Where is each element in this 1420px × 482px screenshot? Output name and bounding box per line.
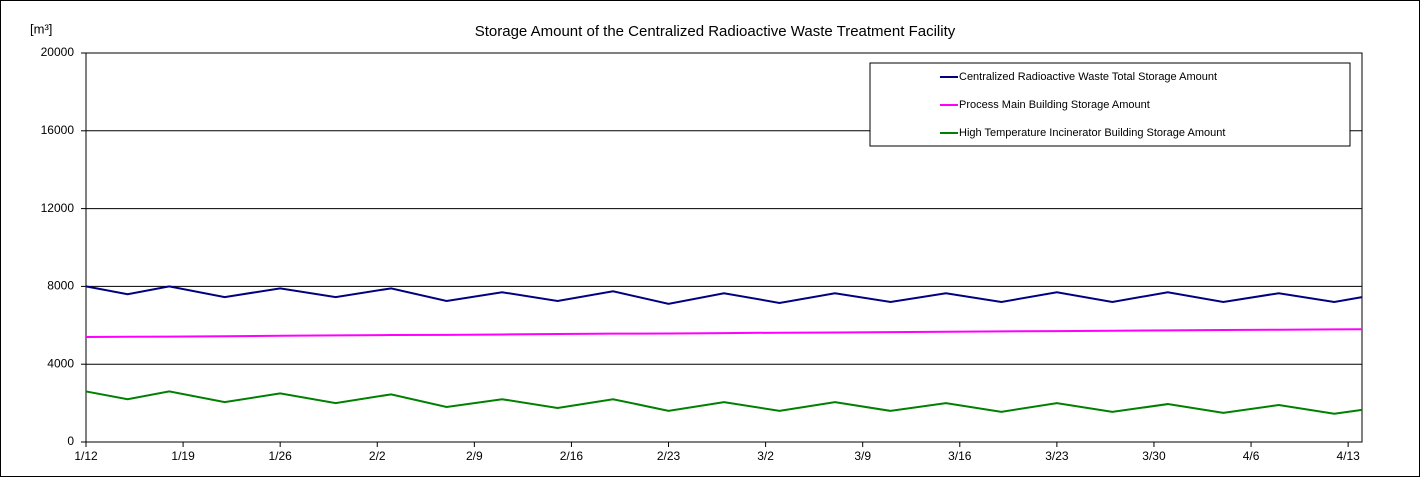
x-tick-label: 3/30 [1142,449,1166,463]
y-tick-label: 0 [67,434,74,448]
x-tick-label: 1/12 [74,449,98,463]
y-tick-label: 4000 [47,356,74,370]
legend-label: High Temperature Incinerator Building St… [959,127,1225,139]
y-tick-label: 20000 [41,45,75,59]
x-tick-label: 3/23 [1045,449,1069,463]
x-tick-label: 2/23 [657,449,681,463]
x-tick-label: 1/19 [171,449,195,463]
x-tick-label: 3/9 [854,449,871,463]
y-tick-label: 16000 [41,123,75,137]
y-tick-label: 12000 [41,201,75,215]
x-tick-label: 4/6 [1243,449,1260,463]
x-tick-label: 2/2 [369,449,386,463]
legend-label: Centralized Radioactive Waste Total Stor… [959,71,1217,83]
legend-label: Process Main Building Storage Amount [959,99,1150,111]
x-tick-label: 3/2 [757,449,774,463]
chart-title: Storage Amount of the Centralized Radioa… [475,23,956,40]
x-tick-label: 2/16 [560,449,584,463]
x-tick-label: 1/26 [268,449,292,463]
series-line [85,285,1363,305]
x-tick-label: 2/9 [466,449,483,463]
y-axis-label: [m³] [30,21,52,36]
x-tick-label: 4/13 [1336,449,1360,463]
x-tick-label: 3/16 [948,449,972,463]
y-tick-label: 8000 [47,279,74,293]
series-line [85,328,1363,338]
series-line [85,390,1363,415]
